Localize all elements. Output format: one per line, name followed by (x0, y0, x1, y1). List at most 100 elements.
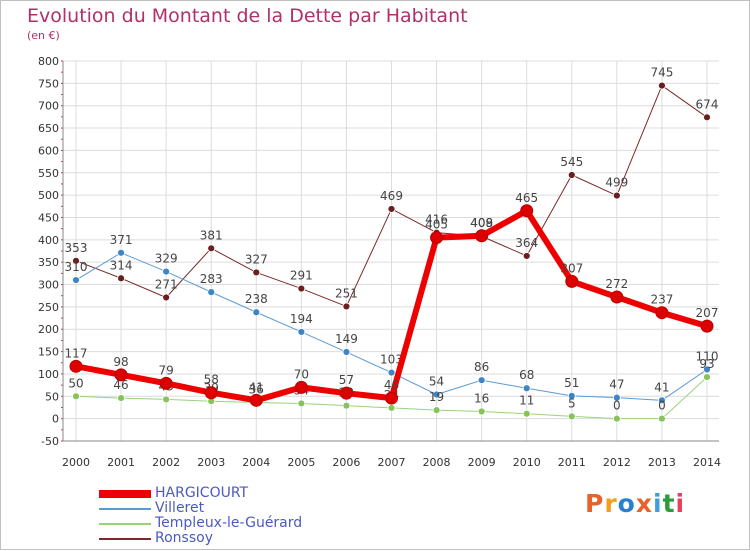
data-point-hargicourt (159, 376, 173, 390)
data-point-hargicourt (294, 380, 308, 394)
data-label-villeret: 283 (200, 272, 223, 286)
chart-unit: (en €) (27, 29, 60, 42)
data-point-templeux-le-gu-rard (703, 373, 711, 381)
y-tick-label: 50 (45, 390, 59, 403)
x-tick-label: 2005 (287, 456, 315, 469)
x-tick-label: 2007 (378, 456, 406, 469)
data-label-villeret: 238 (245, 292, 268, 306)
data-label-hargicourt: 272 (605, 277, 628, 291)
data-label-ronssoy: 674 (696, 97, 719, 111)
data-point-villeret (207, 288, 216, 297)
x-tick-label: 2013 (648, 456, 676, 469)
data-label-hargicourt: 98 (113, 355, 128, 369)
data-label-ronssoy: 251 (335, 286, 358, 300)
logo-letter: i (653, 489, 663, 518)
data-point-templeux-le-gu-rard (432, 406, 441, 415)
data-label-ronssoy: 745 (650, 66, 673, 80)
logo-letter: i (675, 489, 686, 518)
data-point-templeux-le-gu-rard (72, 392, 80, 401)
data-label-ronssoy: 291 (290, 269, 313, 283)
data-point-villeret (522, 384, 531, 393)
data-label-templeux-le-gu-rard: 36 (249, 383, 264, 397)
data-label-villeret: 194 (290, 312, 313, 326)
x-tick-label: 2001 (107, 456, 135, 469)
legend-swatch (99, 537, 151, 540)
x-tick-label: 2012 (603, 456, 631, 469)
data-label-villeret: 103 (380, 353, 403, 367)
legend-item-ronssoy: Ronssoy (99, 531, 302, 546)
data-point-ronssoy (72, 256, 80, 265)
data-label-villeret: 54 (429, 375, 444, 389)
legend-label: Ronssoy (155, 530, 213, 546)
y-tick-label: 150 (38, 346, 59, 359)
data-point-villeret (658, 396, 666, 405)
data-label-templeux-le-gu-rard: 0 (658, 399, 666, 413)
data-point-ronssoy (252, 268, 261, 277)
logo-letter: x (635, 489, 653, 518)
legend-swatch (99, 522, 151, 525)
data-point-hargicourt (520, 204, 534, 218)
data-point-hargicourt (249, 393, 263, 407)
x-tick-label: 2006 (332, 456, 360, 469)
data-point-templeux-le-gu-rard (658, 414, 666, 423)
data-label-ronssoy: 364 (515, 236, 538, 250)
data-label-villeret: 371 (110, 233, 133, 247)
data-label-templeux-le-gu-rard: 50 (68, 376, 83, 390)
y-tick-label: 100 (38, 368, 59, 381)
y-tick-label: 250 (38, 301, 59, 314)
y-tick-label: 650 (38, 122, 59, 135)
logo-letter: t (662, 489, 676, 518)
x-tick-label: 2000 (62, 456, 90, 469)
y-tick-label: 600 (38, 144, 59, 157)
y-tick-label: 750 (38, 77, 59, 90)
y-tick-label: 350 (38, 256, 59, 269)
data-label-templeux-le-gu-rard: 19 (429, 390, 444, 404)
data-point-ronssoy (207, 244, 216, 253)
y-tick-label: 500 (38, 189, 59, 202)
legend-label: Villeret (155, 500, 205, 516)
y-tick-label: 200 (38, 323, 59, 336)
data-point-templeux-le-gu-rard (387, 404, 396, 412)
data-point-hargicourt (700, 319, 714, 333)
data-label-ronssoy: 314 (110, 258, 133, 272)
data-point-villeret (252, 308, 261, 317)
data-point-villeret (567, 391, 576, 400)
data-point-villeret (387, 368, 396, 377)
data-point-templeux-le-gu-rard (567, 412, 576, 421)
data-point-templeux-le-gu-rard (117, 394, 125, 402)
data-point-villeret (703, 365, 711, 374)
data-label-ronssoy: 545 (560, 155, 583, 169)
data-label-ronssoy: 499 (605, 176, 628, 190)
data-point-ronssoy (703, 113, 711, 122)
data-label-villeret: 68 (519, 368, 534, 382)
data-point-ronssoy (387, 205, 396, 213)
data-point-villeret (432, 390, 441, 399)
data-point-templeux-le-gu-rard (342, 401, 351, 410)
data-label-templeux-le-gu-rard: 16 (474, 391, 489, 405)
data-label-villeret: 110 (696, 349, 719, 363)
data-label-ronssoy: 416 (425, 213, 448, 227)
data-label-villeret: 149 (335, 332, 358, 346)
data-label-hargicourt: 41 (249, 380, 264, 394)
data-point-ronssoy (658, 81, 666, 90)
data-label-hargicourt: 465 (515, 191, 538, 205)
data-point-ronssoy (297, 284, 306, 293)
logo-letter: r (604, 489, 618, 518)
x-tick-label: 2002 (152, 456, 180, 469)
data-point-templeux-le-gu-rard (522, 409, 531, 418)
data-point-villeret (72, 276, 80, 284)
chart-title: Evolution du Montant de la Dette par Hab… (27, 5, 468, 27)
data-point-villeret (612, 393, 621, 402)
data-label-ronssoy: 381 (200, 228, 223, 242)
data-point-templeux-le-gu-rard (162, 395, 171, 404)
y-tick-label: 450 (38, 211, 59, 224)
data-point-hargicourt (385, 391, 398, 405)
data-point-templeux-le-gu-rard (297, 399, 306, 408)
y-tick-label: 800 (38, 55, 59, 68)
legend-swatch (99, 507, 151, 510)
legend-label: Templeux-le-Guérard (155, 515, 303, 531)
data-label-ronssoy: 327 (245, 252, 268, 266)
x-tick-label: 2011 (558, 456, 586, 469)
data-point-villeret (297, 328, 306, 336)
